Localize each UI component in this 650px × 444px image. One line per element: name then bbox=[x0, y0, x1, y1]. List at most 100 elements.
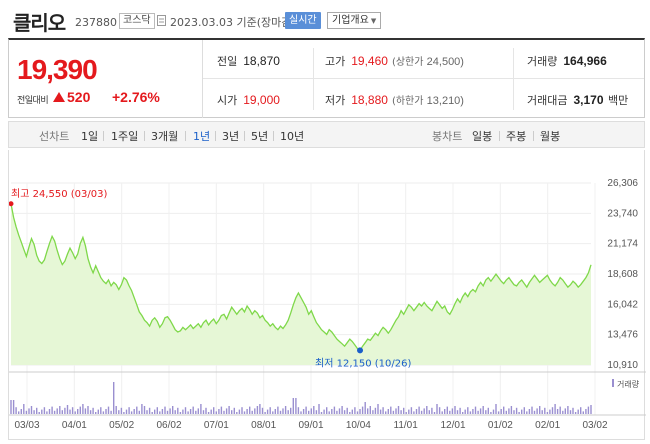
min-annotation: 최저 12,150 (10/26) bbox=[315, 357, 411, 369]
volume-bar bbox=[48, 409, 51, 414]
volume-bar bbox=[89, 410, 92, 414]
volume-bar bbox=[326, 407, 328, 414]
volume-bar bbox=[351, 409, 353, 414]
volume-bar bbox=[544, 407, 546, 414]
lower-limit-value: 13,210) bbox=[426, 95, 464, 107]
trade-amount: 거래대금 3,170 백만 bbox=[527, 92, 628, 108]
volume-bar bbox=[305, 406, 307, 414]
volume-bar bbox=[436, 404, 438, 414]
volume-bar bbox=[172, 406, 174, 414]
volume-bar bbox=[541, 410, 543, 414]
volume-bar bbox=[482, 406, 484, 414]
tab-3m[interactable]: 3개월 bbox=[151, 130, 179, 143]
amount-unit: 백만 bbox=[608, 94, 629, 107]
tab-monthly[interactable]: 월봉 bbox=[540, 130, 561, 143]
divider bbox=[103, 131, 104, 141]
tab-weekly[interactable]: 주봉 bbox=[506, 130, 527, 143]
volume-bar bbox=[123, 412, 125, 414]
min-marker bbox=[357, 347, 364, 354]
low-value: 18,880 bbox=[351, 93, 388, 107]
volume-bar bbox=[184, 407, 187, 414]
volume-bar bbox=[69, 409, 71, 414]
divider bbox=[273, 131, 274, 141]
realtime-button[interactable]: 실시간 bbox=[285, 12, 321, 29]
volume-bar bbox=[264, 412, 266, 414]
volume-bar bbox=[433, 412, 436, 414]
volume-bar bbox=[546, 412, 549, 414]
tab-1w[interactable]: 1주일 bbox=[111, 130, 139, 143]
volume-bar bbox=[215, 411, 217, 414]
volume-bar bbox=[195, 410, 197, 414]
volume-bar bbox=[79, 406, 81, 414]
volume-bar bbox=[84, 408, 87, 414]
volume-bar bbox=[531, 406, 533, 414]
volume-bar bbox=[277, 406, 279, 414]
tab-daily[interactable]: 일봉 bbox=[472, 130, 493, 143]
volume-bar bbox=[336, 410, 338, 414]
volume-bar bbox=[441, 411, 443, 414]
tab-5y[interactable]: 5년 bbox=[251, 130, 269, 143]
volume-bar bbox=[367, 408, 369, 414]
volume-bar bbox=[372, 410, 374, 414]
volume-bar bbox=[338, 408, 341, 414]
stock-header: 클리오 237880 코스닥 2023.03.03 기준(장마감) 실시간 기업… bbox=[0, 0, 650, 36]
volume-bar bbox=[526, 411, 528, 414]
tab-10y[interactable]: 10년 bbox=[280, 130, 305, 143]
volume-bar bbox=[97, 409, 99, 414]
volume-bar bbox=[487, 407, 489, 414]
base-date: 2023.03.03 기준(장마감) bbox=[170, 16, 296, 29]
price-chart-svg: 26,306 23,740 21,174 18,608 16,042 13,476 10,9… bbox=[9, 178, 646, 431]
y-tick-label: 13,476 bbox=[607, 330, 638, 341]
volume-bar bbox=[92, 407, 94, 414]
volume-bar bbox=[61, 410, 63, 414]
company-overview-button[interactable]: 기업개요 ▼ bbox=[327, 12, 382, 29]
line-chart-label: 선차트 bbox=[39, 130, 70, 143]
volume-bar bbox=[120, 407, 123, 414]
volume-bar bbox=[539, 406, 541, 414]
volume-bar bbox=[521, 409, 523, 414]
volume-bar bbox=[30, 406, 33, 414]
volume-bar bbox=[10, 400, 12, 414]
upper-limit-label: (상한가 bbox=[391, 57, 424, 68]
y-tick-label: 23,740 bbox=[607, 208, 638, 219]
volume-bar bbox=[279, 410, 282, 414]
volume-bar bbox=[218, 409, 220, 414]
volume-bar bbox=[300, 411, 302, 414]
volume-bar bbox=[269, 407, 271, 414]
x-tick-label: 09/01 bbox=[298, 420, 323, 431]
volume-bar bbox=[236, 412, 238, 414]
high-label: 고가 bbox=[325, 55, 346, 68]
volume-bar bbox=[438, 407, 441, 414]
volume-bar bbox=[556, 409, 559, 414]
volume-bar bbox=[418, 406, 420, 414]
volume-bar bbox=[102, 411, 105, 414]
volume-bar bbox=[200, 404, 202, 414]
volume-bar bbox=[51, 406, 53, 414]
volume-bar bbox=[105, 409, 107, 414]
company-overview-label: 기업개요 bbox=[332, 15, 369, 26]
x-tick-label: 05/02 bbox=[109, 420, 134, 431]
volume-bar bbox=[577, 409, 579, 414]
tab-3y[interactable]: 3년 bbox=[222, 130, 240, 143]
volume-bar bbox=[154, 409, 156, 414]
tab-1d[interactable]: 1일 bbox=[81, 130, 99, 143]
quote-summary: 19,390 전일대비 520 +2.76% 전일 18,870 시가 19,000… bbox=[8, 38, 645, 118]
volume-bar bbox=[587, 406, 590, 414]
volume-bar bbox=[202, 410, 205, 414]
volume-bar bbox=[497, 411, 500, 414]
stock-name: 클리오 bbox=[13, 11, 66, 35]
volume-bar bbox=[95, 412, 97, 414]
volume-bar bbox=[464, 409, 466, 414]
volume-bar bbox=[523, 407, 525, 414]
divider bbox=[144, 131, 145, 141]
volume-bar bbox=[174, 410, 176, 414]
volume-bar bbox=[246, 409, 248, 414]
divider bbox=[513, 48, 514, 110]
upper-limit-value: 24,500) bbox=[426, 56, 464, 68]
volume-bar bbox=[207, 412, 210, 414]
volume-bar bbox=[574, 412, 577, 414]
x-tick-label: 12/01 bbox=[440, 420, 465, 431]
volume-bar bbox=[382, 407, 384, 414]
y-tick-label: 10,910 bbox=[607, 360, 638, 371]
tab-1y[interactable]: 1년 bbox=[193, 130, 211, 143]
